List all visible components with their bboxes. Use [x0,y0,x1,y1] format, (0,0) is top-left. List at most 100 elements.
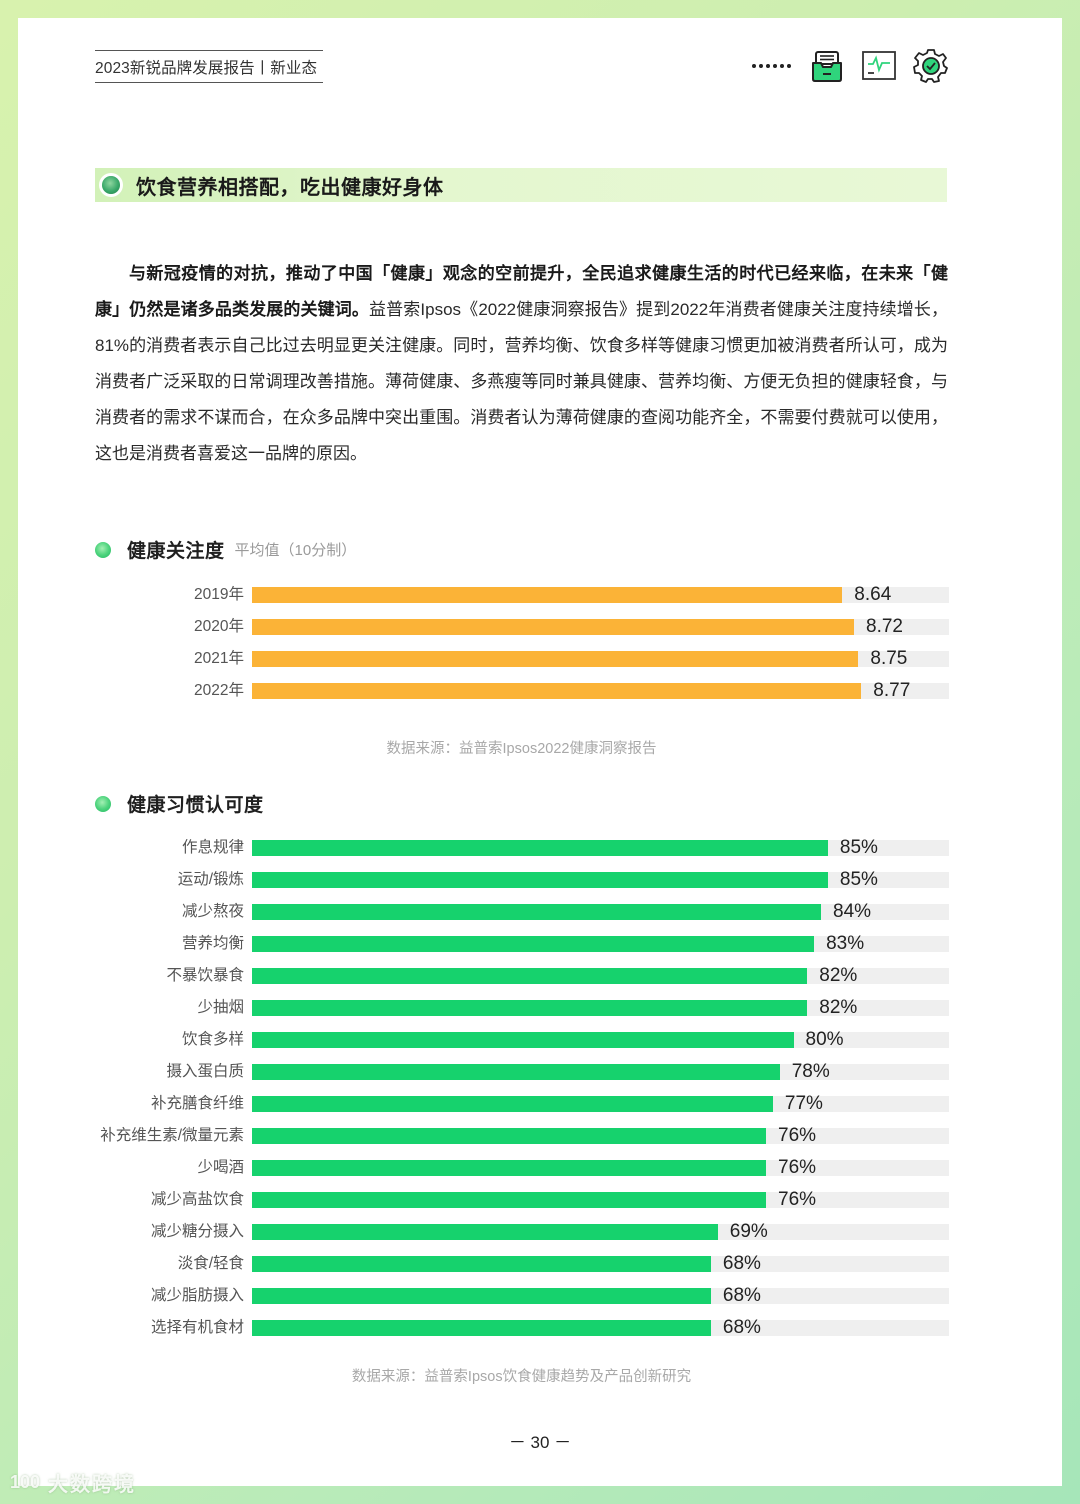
bar-row: 运动/锻炼 85% [95,864,949,896]
watermark: 100 大数跨境 [10,1468,136,1497]
bar-track [252,1128,949,1144]
bar-track [252,1224,949,1240]
bar-row: 补充膳食纤维 77% [95,1088,949,1120]
bar-label: 营养均衡 [181,935,244,952]
bar-label: 运动/锻炼 [177,871,244,888]
bar-value: 8.75 [870,648,908,669]
chart1-title: 健康关注度 [127,541,225,562]
gear-check-icon [913,49,948,83]
bar-value: 68% [722,1317,761,1338]
bar-value: 76% [778,1189,817,1210]
bar-value: 82% [819,997,858,1018]
bar-label: 不暴饮暴食 [166,967,244,984]
bar-row: 淡食/轻食 68% [95,1248,949,1280]
bar-fill [252,904,821,920]
bar-track [252,1000,949,1016]
bar-label: 补充膳食纤维 [150,1095,244,1112]
bar-value: 77% [784,1093,823,1114]
bar-label: 2020年 [194,618,244,635]
bar-label: 淡食/轻食 [177,1255,244,1272]
bar-value: 8.72 [866,616,903,637]
bar-label: 饮食多样 [181,1031,244,1048]
bar-track [252,936,949,952]
bar-row: 减少高盐饮食 76% [95,1184,949,1216]
bar-row: 不暴饮暴食 82% [95,960,949,992]
bar-value: 82% [819,965,858,986]
bullet-dot-icon [95,795,111,812]
chart1-subtitle: 平均值（10分制） [234,542,357,559]
bar-track [252,1064,949,1080]
bar-label: 2019年 [194,586,244,603]
section-title: 饮食营养相搭配，吃出健康好身体 [136,176,444,199]
watermark-text: 大数跨境 [48,1474,137,1496]
bar-label: 减少高盐饮食 [150,1191,244,1208]
bar-track [252,840,949,856]
bar-track [252,1192,949,1208]
bar-value: 78% [791,1061,830,1082]
bar-fill [252,1000,808,1016]
report-header-title: 2023新锐品牌发展报告丨新业态 [95,50,323,83]
bar-fill [252,683,862,699]
page-number: － 30 － [508,1433,572,1452]
habit-recognition-bar-chart: 作息规律 85% 运动/锻炼 85% 减少熬夜 84% 营养均衡 83% 不暴饮暴食 82% 少抽烟… [95,832,949,1344]
bar-label: 2021年 [194,650,244,667]
bar-row: 减少熬夜 84% [95,896,949,928]
bar-row: 饮食多样 80% [95,1024,949,1056]
body-paragraph: 与新冠疫情的对抗，推动了中国「健康」观念的空前提升，全民追求健康生活的时代已经来… [95,256,948,472]
bar-row: 少抽烟 82% [95,992,949,1024]
bar-value: 69% [729,1221,768,1242]
bar-value: 85% [839,837,878,858]
bar-track [252,619,949,635]
chart-monitor-icon [862,51,896,80]
watermark-logo-icon: 100 [10,1472,41,1492]
bar-track [252,587,949,603]
bar-row: 减少糖分摄入 69% [95,1216,949,1248]
bar-label: 少抽烟 [197,999,244,1016]
bar-fill [252,1320,711,1336]
bar-fill [252,619,854,635]
bar-row: 少喝酒 76% [95,1152,949,1184]
bar-row: 选择有机食材 68% [95,1312,949,1344]
bar-value: 76% [778,1157,817,1178]
bar-value: 8.64 [854,584,892,605]
bar-label: 作息规律 [181,839,244,856]
bar-fill [252,651,859,667]
bar-fill [252,1224,718,1240]
more-dots-icon [752,64,791,68]
bar-fill [252,968,808,984]
bar-row: 营养均衡 83% [95,928,949,960]
bar-track [252,1032,949,1048]
bar-row: 补充维生素/微量元素 76% [95,1120,949,1152]
bar-track [252,651,949,667]
attention-bar-chart: 2019年 8.64 2020年 8.72 2021年 8.75 2022年 8.77 [95,579,949,707]
bar-label: 2022年 [194,682,244,699]
bar-value: 85% [839,869,878,890]
bar-value: 68% [722,1285,761,1306]
bar-track [252,1320,949,1336]
chart1-source: 数据来源：益普索Ipsos2022健康洞察报告 [386,741,657,757]
bar-fill [252,1256,711,1272]
bar-row: 2022年 8.77 [95,675,949,707]
bullet-dot-icon [95,541,111,558]
bar-fill [252,936,815,952]
bar-label: 补充维生素/微量元素 [100,1127,244,1144]
bar-label: 少喝酒 [197,1159,244,1176]
chart2-title-row: 健康习惯认可度 [95,790,264,817]
chart1-title-row: 健康关注度 平均值（10分制） [95,536,356,563]
bar-track [252,1160,949,1176]
bar-label: 减少糖分摄入 [150,1223,244,1240]
bar-label: 选择有机食材 [150,1319,244,1336]
bar-row: 2021年 8.75 [95,643,949,675]
bar-track [252,904,949,920]
bar-fill [252,1192,766,1208]
bar-fill [252,1160,766,1176]
bar-value: 83% [826,933,865,954]
bar-fill [252,1128,766,1144]
bar-value: 68% [722,1253,761,1274]
bar-track [252,1256,949,1272]
paragraph-bold-text: 与新冠疫情的对抗，推动了中国「健康」观念的空前提升，全民追求健康生活的时代已经来… [95,264,948,319]
chart2-title: 健康习惯认可度 [127,795,264,816]
bar-row: 2020年 8.72 [95,611,949,643]
bullet-dot-icon [102,176,120,194]
bar-track [252,1096,949,1112]
